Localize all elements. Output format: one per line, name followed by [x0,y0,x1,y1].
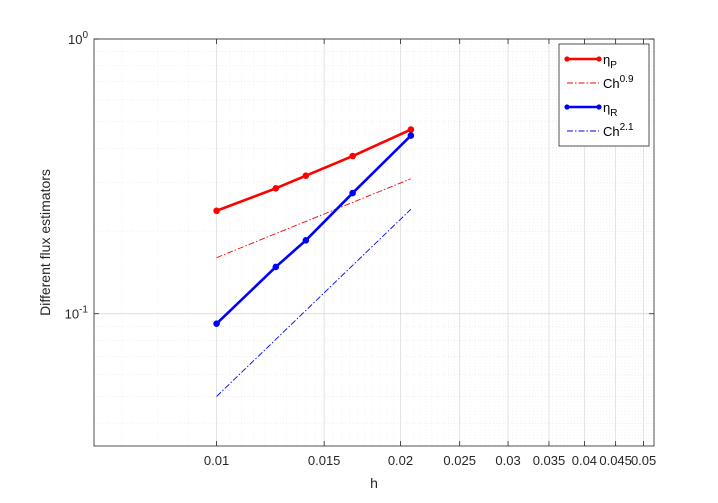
legend: ηP Ch0.9 ηR Ch2.1 [558,43,650,147]
x-tick-label: 0.01 [204,453,229,468]
series-point-2 [272,263,280,271]
axes [93,38,655,447]
legend-marker-2 [564,104,570,110]
legend-marker-2 [596,104,602,110]
x-tick-label: 0.05 [631,453,656,468]
x-axis-label: h [370,475,378,491]
grid [94,38,654,446]
legend-marker-0 [564,56,570,62]
legend-label-1: Ch0.9 [603,74,634,91]
series-point-2 [407,132,415,139]
x-tick-label: 0.035 [533,453,566,468]
y-tick-label: 10-1 [65,305,89,322]
x-tick-label: 0.045 [599,453,632,468]
x-tick-label: 0.015 [308,453,341,468]
series-point-2 [213,320,220,327]
series-point-0 [302,172,310,179]
series-point-0 [213,207,220,215]
series-point-0 [407,126,415,133]
legend-label-2: ηR [603,100,617,119]
y-tick-label: 100 [68,30,88,47]
series-point-2 [349,189,356,197]
x-tick-label: 0.04 [572,453,597,468]
series-point-0 [349,152,356,160]
series-line-1 [216,178,412,259]
x-tick-label: 0.03 [495,453,520,468]
series [213,126,415,397]
series-line-3 [216,208,412,397]
legend-marker-0 [596,56,602,62]
axes-frame [93,38,655,447]
series-point-0 [272,185,280,192]
legend-label-3: Ch2.1 [603,122,634,139]
legend-label-0: ηP [603,52,617,71]
legend-box [558,43,650,147]
series-point-2 [302,237,310,244]
x-tick-label: 0.025 [443,453,476,468]
y-axis-label: Different flux estimators [37,169,53,316]
tick-labels: 0.01 0.015 0.02 0.025 0.03 0.035 0.04 0.045 0.05… [65,30,657,468]
x-tick-label: 0.02 [388,453,413,468]
